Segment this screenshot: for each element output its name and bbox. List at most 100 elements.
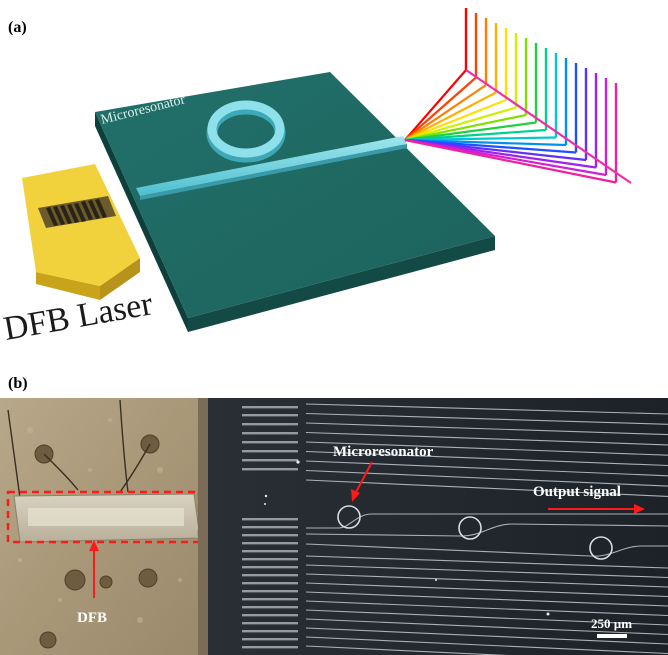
spectrum-fan-line bbox=[404, 121, 537, 142]
chip-label-mark bbox=[242, 582, 298, 585]
chip-label-mark bbox=[242, 614, 298, 617]
chip-label-mark bbox=[242, 542, 298, 545]
waveguide-line bbox=[305, 582, 668, 598]
waveguide-line bbox=[305, 627, 668, 645]
spectrum-fan-line bbox=[404, 128, 547, 142]
panel-b: (b) bbox=[0, 375, 668, 655]
bus-waveguide bbox=[136, 136, 407, 196]
spectrum-fan-line bbox=[404, 84, 487, 141]
chip-label-mark bbox=[242, 468, 298, 471]
photo-ring-3 bbox=[589, 536, 613, 560]
chip-label-mark bbox=[242, 406, 298, 409]
chip-label-mark bbox=[242, 590, 298, 593]
spectrum-fan-line bbox=[404, 106, 517, 142]
spectrum-fan-line bbox=[404, 138, 567, 147]
bus-waveguide-photo bbox=[305, 543, 668, 557]
waveguide-line bbox=[305, 431, 668, 446]
panel-a-label: (a) bbox=[8, 19, 27, 36]
chip-label-mark bbox=[242, 574, 298, 577]
micrograph-photo: Microresonator Output signal DFB 250 µm bbox=[0, 398, 668, 655]
dfb-laser-label: DFB Laser bbox=[1, 285, 156, 348]
waveguide-line bbox=[305, 441, 668, 456]
dfb-arrow bbox=[89, 540, 99, 598]
bus-waveguide-photo bbox=[306, 513, 668, 529]
chip-label-mark bbox=[242, 423, 298, 426]
spectrum-fan-line bbox=[404, 113, 527, 142]
output-signal-label: Output signal bbox=[533, 484, 621, 500]
chip-label-mark bbox=[242, 441, 298, 444]
spectrum-fan-line bbox=[404, 138, 617, 184]
scale-bar-label: 250 µm bbox=[591, 616, 632, 631]
bus-waveguide-side bbox=[140, 144, 407, 200]
panel-b-label: (b) bbox=[8, 375, 28, 392]
chip-label-mark bbox=[242, 558, 298, 561]
chip-label-mark bbox=[242, 646, 298, 649]
panel-a: (a) bbox=[1, 8, 632, 348]
dfb-label-b: DFB bbox=[77, 610, 107, 626]
waveguide-line bbox=[305, 422, 668, 436]
chip-edge bbox=[198, 398, 208, 655]
microresonator-arrow bbox=[351, 461, 373, 502]
chip-label-mark bbox=[242, 459, 298, 462]
laser-side-face bbox=[36, 272, 100, 300]
spectrum-fan-line bbox=[404, 69, 467, 141]
waveguide-line bbox=[305, 600, 668, 617]
photo-ring-1 bbox=[337, 505, 361, 529]
submount-holes bbox=[34, 434, 160, 649]
waveguide-line bbox=[305, 591, 668, 607]
waveguide-line bbox=[305, 479, 668, 497]
chip-label-mark bbox=[242, 450, 298, 453]
photo-rings bbox=[337, 505, 613, 560]
laser-top-face bbox=[22, 164, 140, 286]
chip-label-mark bbox=[242, 550, 298, 553]
spectrum-fan-line bbox=[404, 91, 497, 141]
spectrum-fan-line bbox=[404, 136, 557, 142]
photo-ring-2 bbox=[458, 516, 482, 540]
waveguide-array bbox=[305, 403, 668, 655]
waveguide-line bbox=[305, 636, 668, 655]
laser-grating-teeth bbox=[46, 199, 107, 226]
waveguide-line bbox=[305, 450, 668, 467]
laser-grating-base bbox=[38, 196, 116, 228]
submount-texture bbox=[18, 418, 182, 623]
waveguide-line bbox=[305, 412, 668, 425]
waveguide-line bbox=[305, 609, 668, 626]
dust-specks bbox=[264, 460, 550, 616]
waveguide-line bbox=[305, 618, 668, 636]
chip-label-mark bbox=[242, 526, 298, 529]
chip-left-face bbox=[95, 112, 188, 332]
microresonator-chip: Microresonator bbox=[95, 72, 495, 332]
chip-label-mark bbox=[242, 606, 298, 609]
chip-label-mark bbox=[242, 598, 298, 601]
chip-label-mark bbox=[242, 622, 298, 625]
dfb-laser-block bbox=[22, 164, 140, 300]
chip-label-mark bbox=[242, 432, 298, 435]
chip-label-mark bbox=[242, 534, 298, 537]
chip-label-mark bbox=[242, 518, 298, 521]
chip-label-mark bbox=[242, 566, 298, 569]
output-spectrum bbox=[404, 8, 632, 184]
chip-top-face bbox=[95, 72, 495, 318]
waveguide-line bbox=[305, 573, 668, 588]
waveguide-line bbox=[305, 403, 668, 415]
microresonator-label-b: Microresonator bbox=[333, 444, 434, 460]
bond-wires bbox=[7, 399, 151, 499]
waveguide-line bbox=[305, 460, 668, 477]
waveguide-line bbox=[305, 564, 668, 579]
waveguide-labels bbox=[242, 406, 298, 649]
ring-resonator bbox=[207, 100, 285, 158]
photo-dfb-ridge bbox=[28, 508, 184, 526]
scale-bar bbox=[597, 634, 627, 638]
chip-label-mark bbox=[242, 414, 298, 417]
chip-front-face bbox=[188, 236, 495, 332]
spectrum-baseline bbox=[465, 69, 632, 184]
chip-label-mark bbox=[242, 638, 298, 641]
chip-label-mark bbox=[242, 630, 298, 633]
output-arrow bbox=[548, 504, 645, 514]
spectrum-fan-line bbox=[404, 76, 477, 141]
spectrum-fan-line bbox=[404, 98, 507, 142]
bus-waveguide-photo bbox=[305, 523, 668, 537]
waveguide-line bbox=[305, 555, 668, 569]
laser-right-face bbox=[100, 258, 140, 300]
